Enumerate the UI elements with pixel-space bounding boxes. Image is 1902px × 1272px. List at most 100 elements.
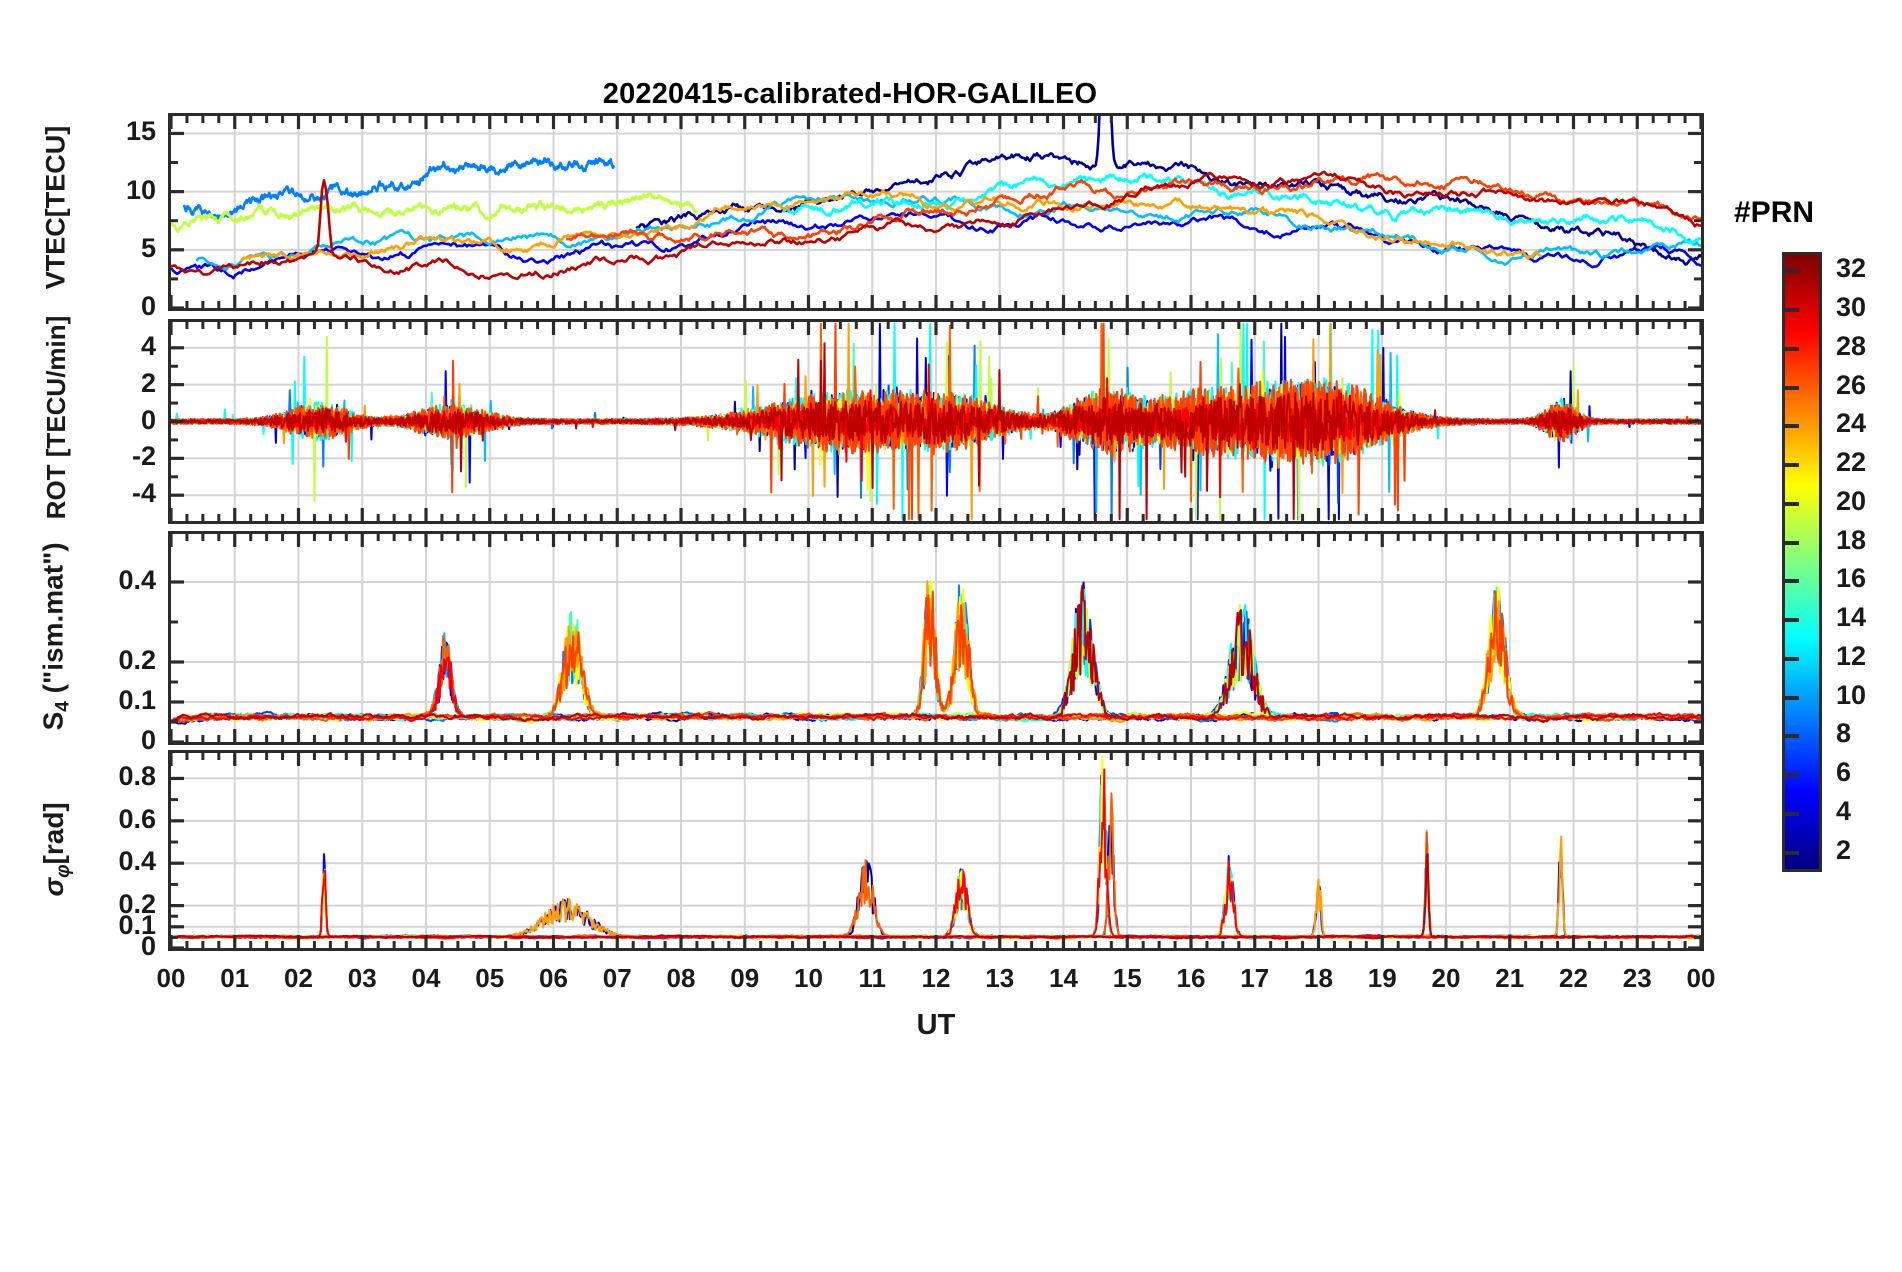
y-tick-sigmaphi-0: 0	[140, 931, 156, 961]
y-tick-rot-0: 0	[140, 404, 156, 435]
x-tick-4: 04	[411, 963, 441, 993]
colorbar-tick-10: 10	[1836, 679, 1867, 710]
series-prn-5	[171, 211, 1701, 280]
x-tick-3: 03	[347, 963, 377, 993]
x-tick-8: 08	[666, 963, 696, 993]
colorbar-tickmark-2	[1785, 850, 1799, 855]
x-tick-19: 19	[1367, 963, 1397, 993]
colorbar-tickmark-30	[1785, 308, 1799, 313]
colorbar-tick-14: 14	[1836, 602, 1867, 633]
series-prn-27	[566, 171, 1701, 244]
x-tick-10: 10	[794, 963, 823, 993]
colorbar-tick-18: 18	[1836, 524, 1867, 555]
colorbar-tickmark-20	[1785, 501, 1799, 506]
x-tick-5: 05	[475, 963, 505, 993]
x-tick-23: 23	[1622, 963, 1652, 993]
plot-area-s4	[171, 534, 1701, 742]
y-tick-vtec-5: 5	[140, 232, 156, 263]
colorbar-tick-26: 26	[1836, 369, 1867, 400]
y-tick-s4-0: 0	[140, 725, 156, 755]
plot-panel-s4[interactable]	[168, 531, 1704, 745]
x-tick-24: 00	[1686, 963, 1716, 993]
x-tick-12: 12	[921, 963, 951, 993]
y-tick-sigmaphi-0p2: 0.2	[118, 888, 156, 919]
x-tick-16: 16	[1176, 963, 1206, 993]
series-prn-24	[240, 189, 1543, 262]
colorbar-tick-30: 30	[1836, 292, 1867, 323]
x-tick-11: 11	[858, 963, 887, 993]
plot-panel-rot[interactable]	[168, 319, 1704, 524]
series-prn-26	[171, 322, 1701, 521]
colorbar-tick-2: 2	[1836, 834, 1852, 865]
figure-title: 20220415-calibrated-HOR-GALILEO	[602, 78, 1098, 110]
y-tick-rot-2: 2	[140, 367, 156, 398]
colorbar-tickmark-14	[1785, 618, 1799, 623]
x-tick-2: 02	[284, 963, 313, 993]
y-tick-vtec-0: 0	[140, 291, 156, 321]
y-tick-rot-neg4: -4	[131, 478, 156, 509]
y-tick-sigmaphi-0p8: 0.8	[118, 761, 156, 792]
y-tick-rot-neg2: -2	[131, 441, 156, 472]
colorbar-tick-6: 6	[1836, 757, 1852, 788]
colorbar-tickmark-12	[1785, 656, 1799, 661]
x-tick-6: 06	[539, 963, 568, 993]
series-prn-31	[171, 342, 1701, 521]
colorbar-tickmark-16	[1785, 579, 1799, 584]
colorbar-tick-24: 24	[1836, 408, 1867, 439]
colorbar-title: #PRN	[1734, 196, 1815, 229]
colorbar-tickmark-8	[1785, 734, 1799, 739]
y-tick-vtec-15: 15	[125, 116, 156, 147]
x-tick-14: 14	[1049, 963, 1078, 993]
colorbar-tickmark-18	[1785, 540, 1799, 545]
y-tick-sigmaphi-0p1: 0.1	[118, 909, 156, 940]
x-tick-1: 01	[220, 963, 250, 993]
plot-area-vtec	[171, 116, 1701, 308]
y-tick-s4-0p1: 0.1	[118, 685, 156, 715]
x-tick-0: 00	[156, 963, 186, 993]
series-prn-31	[171, 584, 1701, 723]
colorbar-tick-22: 22	[1836, 447, 1867, 478]
y-tick-s4-0p2: 0.2	[118, 645, 156, 675]
colorbar-gradient	[1782, 252, 1822, 872]
plot-area-sigmaphi	[171, 753, 1701, 948]
y-tick-vtec-10: 10	[125, 174, 156, 205]
colorbar-tickmark-4	[1785, 811, 1799, 816]
colorbar-tick-16: 16	[1836, 563, 1867, 594]
y-tick-rot-4: 4	[140, 330, 156, 361]
y-axis-label-sigmaphi: σφ[rad]	[37, 801, 74, 896]
plot-area-rot	[171, 322, 1701, 521]
x-tick-18: 18	[1304, 963, 1333, 993]
colorbar-tick-8: 8	[1836, 718, 1852, 749]
y-tick-sigmaphi-0p4: 0.4	[118, 846, 156, 877]
colorbar-tickmark-6	[1785, 773, 1799, 778]
series-prn-29	[171, 656, 1701, 724]
colorbar-tick-4: 4	[1836, 795, 1852, 826]
x-tick-13: 13	[985, 963, 1015, 993]
series-prn-19	[171, 191, 699, 233]
colorbar-tick-20: 20	[1836, 485, 1867, 516]
x-tick-15: 15	[1112, 963, 1142, 993]
colorbar-tickmark-22	[1785, 463, 1799, 468]
colorbar-tickmark-24	[1785, 424, 1799, 429]
series-prn-13	[781, 172, 1701, 246]
colorbar-tickmark-32	[1785, 269, 1799, 274]
x-tick-9: 09	[730, 963, 760, 993]
x-tick-7: 07	[602, 963, 632, 993]
colorbar-tick-28: 28	[1836, 330, 1867, 361]
colorbar-tickmark-10	[1785, 695, 1799, 700]
x-tick-21: 21	[1495, 963, 1525, 993]
x-tick-17: 17	[1240, 963, 1270, 993]
y-tick-s4-0p4: 0.4	[118, 565, 156, 595]
x-tick-20: 20	[1431, 963, 1461, 993]
colorbar-tick-32: 32	[1836, 253, 1867, 284]
series-prn-31	[171, 170, 1701, 281]
plot-panel-sigmaphi[interactable]	[168, 750, 1704, 951]
series-prn-9	[182, 157, 616, 220]
x-tick-22: 22	[1559, 963, 1588, 993]
x-axis-label: UT	[916, 1009, 956, 1041]
plot-panel-vtec[interactable]	[168, 113, 1704, 311]
colorbar-tickmark-26	[1785, 385, 1799, 390]
y-tick-sigmaphi-0p6: 0.6	[118, 803, 156, 834]
colorbar-tickmark-28	[1785, 346, 1799, 351]
colorbar-tick-12: 12	[1836, 640, 1867, 671]
